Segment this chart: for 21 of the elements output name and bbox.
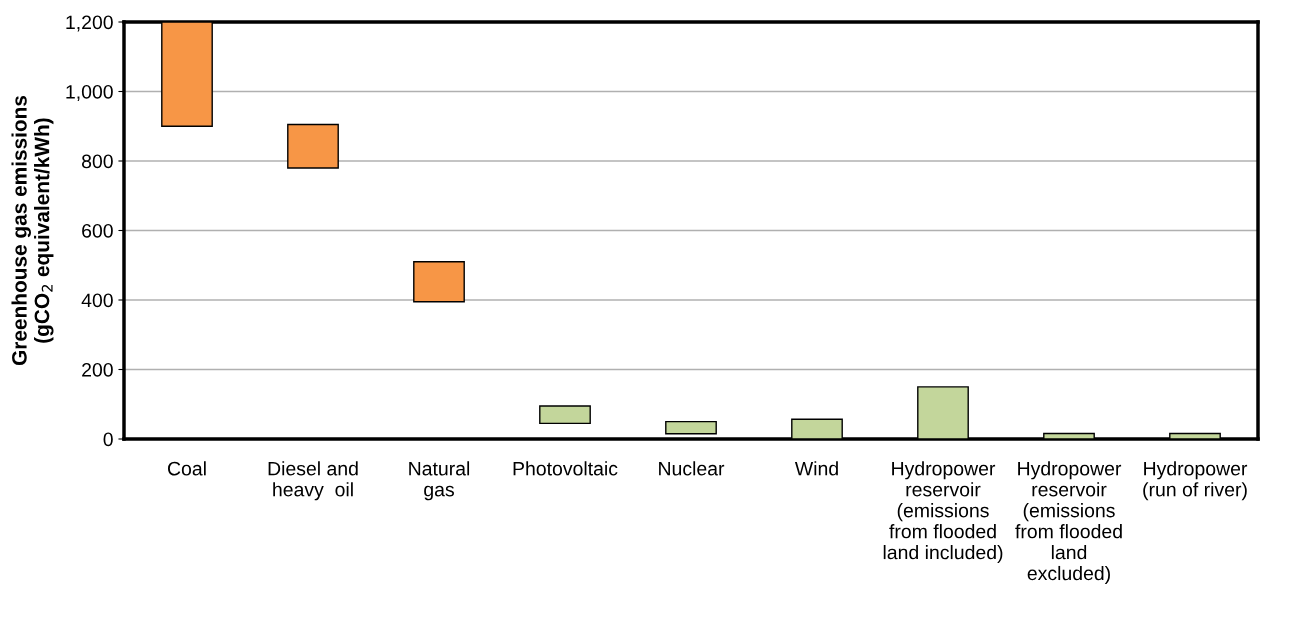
y-tick-label: 1,200 xyxy=(66,15,113,32)
x-tick-label: Diesel and heavy oil xyxy=(268,461,358,501)
x-tick-label: Wind xyxy=(794,461,838,476)
x-tick-label: Coal xyxy=(167,461,206,476)
x-tick-label: Photovoltaic xyxy=(513,461,618,476)
x-tick-label: Nuclear xyxy=(659,461,725,476)
bar xyxy=(539,405,591,425)
y-tick-label: 400 xyxy=(81,293,113,308)
y-tick-label: 0 xyxy=(103,432,113,447)
bar xyxy=(665,420,717,435)
y-axis-title: Greenhouse gas emissions (gCO$_{2}$ equivalent/kWh) xyxy=(11,95,54,366)
bar xyxy=(287,123,339,169)
x-tick-label: Hydropower reservoir (emissions from flooded land included) xyxy=(883,461,1003,564)
bar xyxy=(413,261,465,303)
x-tick-label: Hydropower reservoir (emissions from flooded land excluded) xyxy=(1015,461,1122,585)
y-tick-label: 200 xyxy=(82,362,113,377)
y-tick-label: 1,000 xyxy=(66,84,113,102)
x-tick-label: Natural gas xyxy=(409,461,470,501)
x-tick-label: Hydropower (run of river) xyxy=(1143,461,1248,501)
y-tick-label: 600 xyxy=(82,223,113,238)
y-tick-label: 800 xyxy=(81,154,113,169)
